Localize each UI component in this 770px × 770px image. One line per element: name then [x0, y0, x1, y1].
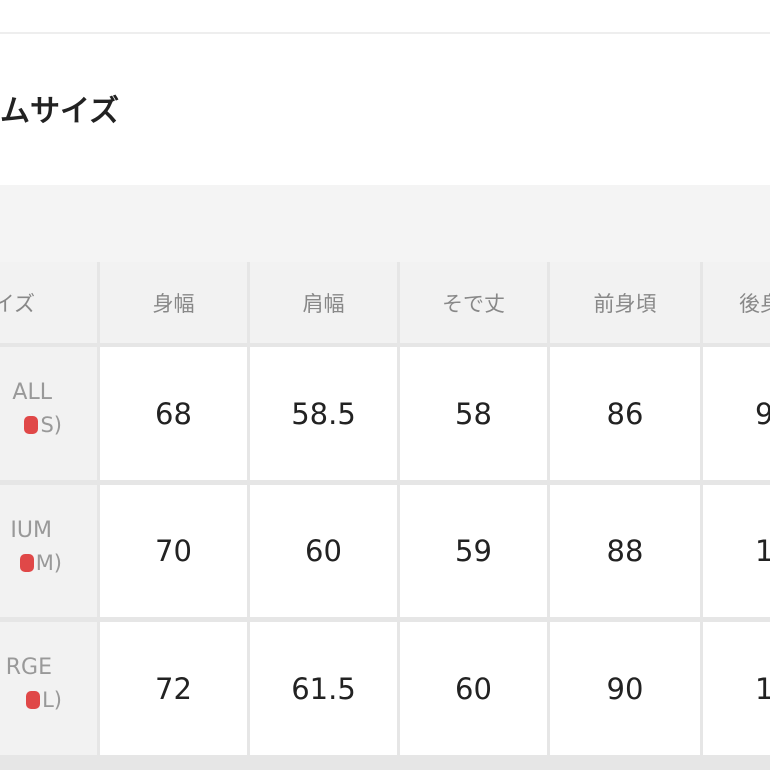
- value-cell: 59: [400, 485, 547, 617]
- value-cell: 58: [400, 347, 547, 480]
- size-name: ALL: [12, 380, 52, 405]
- size-code-text: S): [40, 413, 62, 437]
- size-icon: [24, 416, 39, 434]
- header-cell: 身幅: [100, 262, 247, 343]
- row-label: RGE L): [0, 622, 97, 755]
- value-cell: 70: [100, 485, 247, 617]
- size-icon: [26, 691, 41, 709]
- value-cell: 10: [703, 485, 770, 617]
- size-code: L): [26, 688, 62, 712]
- value-cell: 90: [550, 622, 700, 755]
- value-cell: 60: [250, 485, 397, 617]
- divider: [0, 32, 770, 34]
- size-code: M): [19, 550, 62, 575]
- size-table: イズ身幅肩幅そで丈前身頃後身ALLS)6858.558869IUMM)70605…: [0, 262, 770, 770]
- value-cell: 61.5: [250, 622, 397, 755]
- value-cell: 86: [550, 347, 700, 480]
- value-cell: 60: [400, 622, 547, 755]
- size-code: S): [24, 413, 62, 437]
- section-title: ムサイズ: [0, 94, 120, 129]
- value-cell: 10: [703, 622, 770, 755]
- value-cell: 58.5: [250, 347, 397, 480]
- header-cell: イズ: [0, 262, 97, 343]
- header-cell: 前身頃: [550, 262, 700, 343]
- value-cell: 68: [100, 347, 247, 480]
- value-cell: 72: [100, 622, 247, 755]
- value-cell: 88: [550, 485, 700, 617]
- size-name: IUM: [10, 517, 52, 543]
- header-cell: そで丈: [400, 262, 547, 343]
- row-label: ALL S): [0, 347, 97, 480]
- size-name: RGE: [5, 655, 52, 680]
- header-cell: 肩幅: [250, 262, 397, 343]
- row-label: IUM M): [0, 485, 97, 617]
- tab-strip: [0, 185, 770, 262]
- size-code-text: M): [35, 550, 62, 575]
- size-code-text: L): [42, 688, 62, 712]
- header-cell: 後身: [703, 262, 770, 343]
- value-cell: 9: [703, 347, 770, 480]
- size-icon: [19, 553, 34, 572]
